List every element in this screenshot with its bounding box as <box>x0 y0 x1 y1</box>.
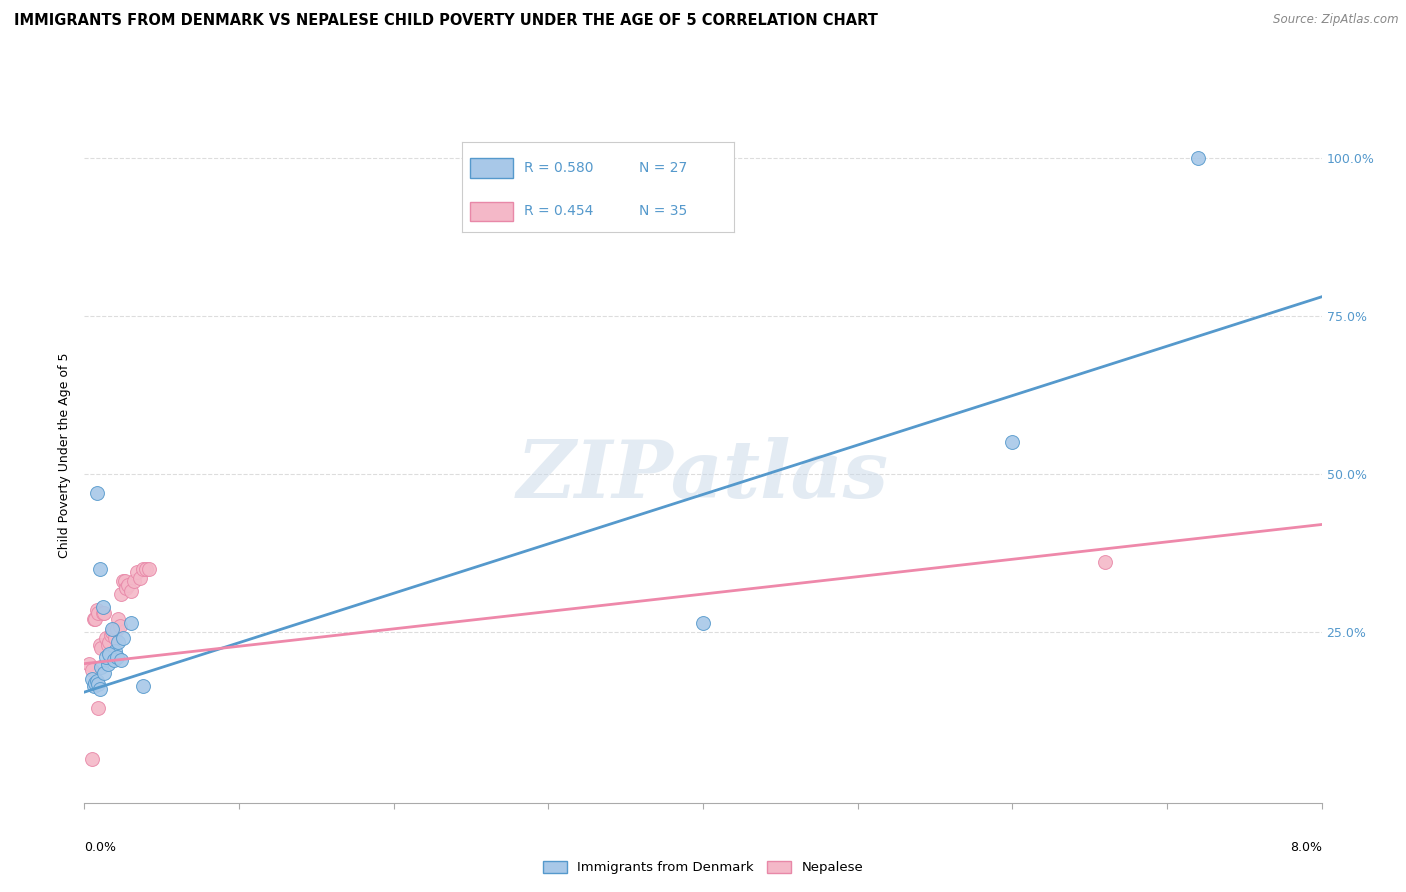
Point <box>96 638 120 652</box>
Point <box>96 657 120 671</box>
Point <box>89 681 111 696</box>
Y-axis label: Child Poverty Under the Age of 5: Child Poverty Under the Age of 5 <box>58 352 72 558</box>
Point <box>86 603 108 617</box>
Point <box>1094 556 1116 570</box>
Point <box>135 562 157 576</box>
Text: ZIPatlas: ZIPatlas <box>517 437 889 515</box>
Point <box>86 486 108 500</box>
Point <box>1001 435 1024 450</box>
Text: R = 0.454: R = 0.454 <box>524 204 593 219</box>
Point <box>82 673 104 687</box>
Point <box>87 606 110 620</box>
Point <box>100 647 122 661</box>
Point <box>98 647 121 661</box>
Point <box>107 634 129 648</box>
Text: R = 0.580: R = 0.580 <box>524 161 593 175</box>
Point <box>87 701 110 715</box>
Point <box>105 622 128 636</box>
Point <box>122 574 145 589</box>
Text: N = 27: N = 27 <box>638 161 688 175</box>
Point <box>105 650 128 665</box>
Point <box>110 653 132 667</box>
Point <box>83 679 105 693</box>
Point <box>125 565 148 579</box>
Point <box>100 628 122 642</box>
Point <box>112 632 135 646</box>
Point <box>90 640 112 655</box>
Point <box>98 634 121 648</box>
Point <box>1187 151 1209 165</box>
Point <box>103 653 125 667</box>
Legend: Immigrants from Denmark, Nepalese: Immigrants from Denmark, Nepalese <box>537 855 869 880</box>
Point <box>91 599 114 614</box>
Text: N = 35: N = 35 <box>638 204 688 219</box>
Point <box>89 638 111 652</box>
Point <box>91 606 114 620</box>
Point <box>86 674 108 689</box>
Point <box>82 663 104 677</box>
Point <box>108 618 131 632</box>
Text: 0.0%: 0.0% <box>84 841 117 854</box>
Text: Source: ZipAtlas.com: Source: ZipAtlas.com <box>1274 13 1399 27</box>
Bar <box>470 202 513 221</box>
Point <box>82 751 104 765</box>
Point <box>89 562 111 576</box>
Point <box>115 581 138 595</box>
Text: 8.0%: 8.0% <box>1289 841 1322 854</box>
Point <box>77 657 100 671</box>
Point <box>114 574 136 589</box>
Point <box>112 574 135 589</box>
Point <box>107 612 129 626</box>
Point <box>120 583 142 598</box>
Text: IMMIGRANTS FROM DENMARK VS NEPALESE CHILD POVERTY UNDER THE AGE OF 5 CORRELATION: IMMIGRANTS FROM DENMARK VS NEPALESE CHIL… <box>14 13 877 29</box>
Bar <box>470 158 513 178</box>
Point <box>87 677 110 691</box>
Point <box>103 622 125 636</box>
Point <box>132 562 155 576</box>
Point <box>94 650 117 665</box>
Point <box>129 571 152 585</box>
Point <box>84 675 107 690</box>
Point <box>101 622 124 636</box>
Point <box>110 587 132 601</box>
Point <box>94 632 117 646</box>
Point <box>84 612 107 626</box>
Point <box>93 666 115 681</box>
Point <box>104 632 127 646</box>
Point <box>138 562 160 576</box>
Point <box>120 615 142 630</box>
Point <box>104 644 127 658</box>
Point <box>83 612 105 626</box>
Point <box>93 606 115 620</box>
Point <box>90 660 112 674</box>
Point <box>132 679 155 693</box>
Point <box>101 625 124 640</box>
Point <box>117 577 139 591</box>
Point <box>692 615 714 630</box>
